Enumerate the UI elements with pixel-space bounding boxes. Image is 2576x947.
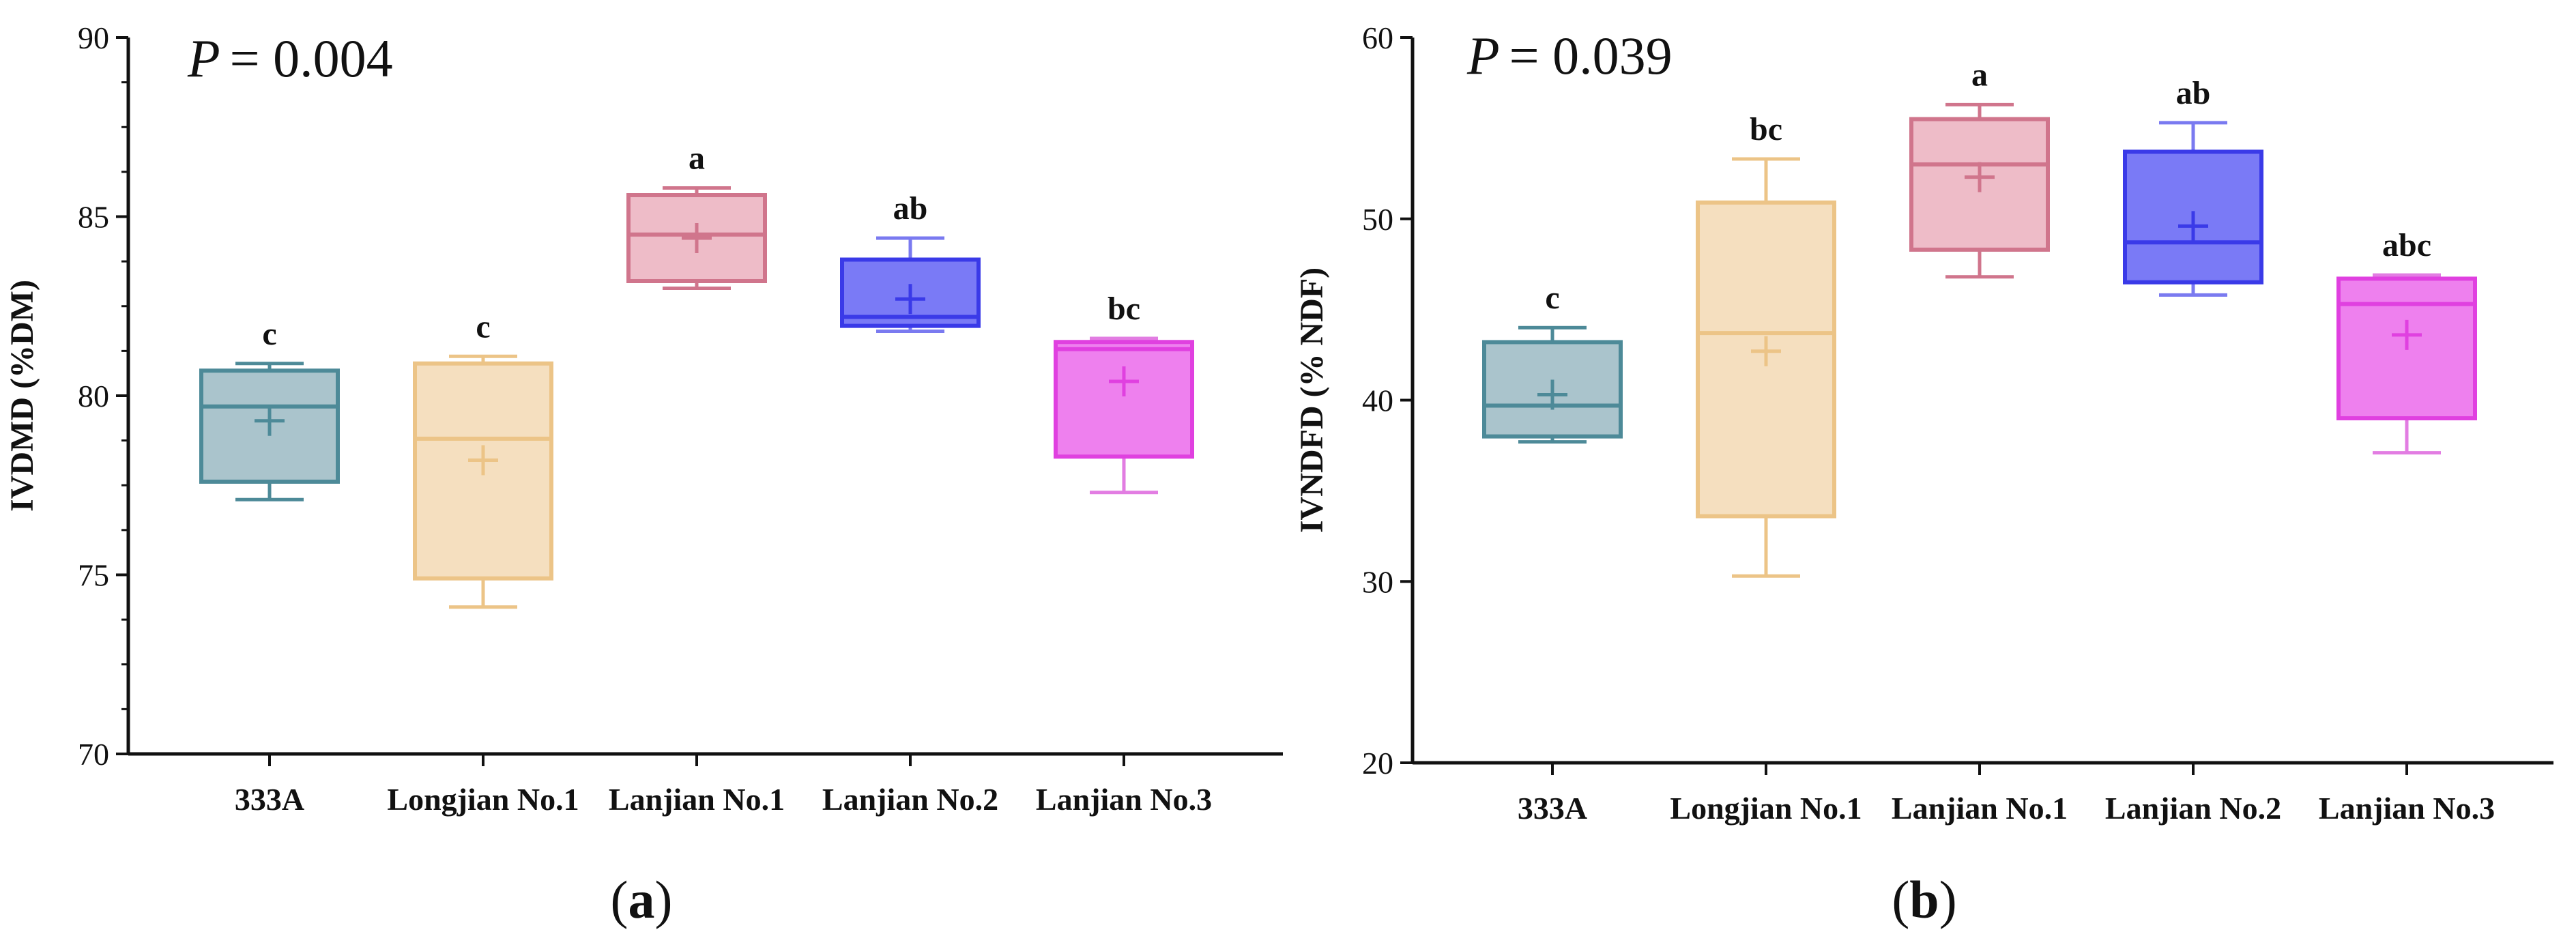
box-5: abc Lanjian No.3 (2319, 227, 2495, 826)
p-value-label: P = 0.039 (1466, 26, 1673, 85)
box-iqr (2336, 276, 2477, 421)
panel-paren-close: ) (1939, 870, 1957, 929)
box-3: a Lanjian No.1 (1892, 57, 2068, 826)
y-tick-label: 50 (1362, 202, 1393, 237)
x-category-label: 333A (1518, 791, 1587, 826)
box-2: c Longjian No.1 (387, 308, 579, 817)
y-tick-label: 85 (78, 200, 109, 235)
panel-paren-open: ( (1892, 870, 1909, 929)
box-iqr (840, 257, 981, 328)
y-tick-label: 60 (1362, 20, 1393, 55)
significance-letter: c (262, 316, 276, 352)
p-value-label: P = 0.004 (187, 29, 393, 88)
panel-letter: a (628, 870, 655, 929)
panel-label: (a) (611, 870, 673, 929)
box-3: a Lanjian No.1 (609, 141, 785, 817)
p-value: = 0.004 (230, 29, 393, 88)
panel-paren-open: ( (611, 870, 628, 929)
significance-letter: bc (1750, 111, 1782, 147)
panel-b-chart: 20 30 40 50 60 IVNDFD (% NDF) P = 0.039 c 333A bc L… (1294, 20, 2553, 929)
x-category-label: Lanjian No.3 (1036, 782, 1212, 817)
box-5: bc Lanjian No.3 (1036, 291, 1212, 817)
x-category-label: Lanjian No.1 (609, 782, 785, 817)
y-tick-label: 30 (1362, 564, 1393, 599)
box-4: ab Lanjian No.2 (822, 190, 998, 817)
significance-letter: bc (1108, 291, 1140, 327)
significance-letter: c (1545, 280, 1559, 316)
y-tick-label: 20 (1362, 746, 1393, 781)
significance-letter: ab (893, 190, 928, 227)
significance-letter: abc (2382, 227, 2431, 263)
y-tick-label: 75 (78, 558, 109, 593)
box-1: c 333A (199, 316, 340, 817)
y-axis-label: IVNDFD (% NDF) (1294, 267, 1330, 533)
x-category-label: Lanjian No.1 (1892, 791, 2068, 826)
x-category-label: Longjian No.1 (1670, 791, 1862, 826)
p-symbol: P (1466, 26, 1500, 85)
x-category-label: 333A (235, 782, 304, 817)
y-tick-label: 90 (78, 20, 109, 55)
panel-paren-close: ) (655, 870, 673, 929)
significance-letter: a (1971, 57, 1988, 93)
p-symbol: P (187, 29, 220, 88)
box-2: bc Longjian No.1 (1670, 111, 1862, 826)
panel-a-chart: 70 75 80 85 90 IVDMD (%DM) P = 0.004 c 333A c Longj… (4, 20, 1283, 929)
box-4: ab Lanjian No.2 (2105, 75, 2281, 826)
x-category-label: Longjian No.1 (387, 782, 579, 817)
box-iqr (1054, 340, 1194, 459)
y-tick-label: 80 (78, 379, 109, 413)
panel-letter: b (1909, 870, 1939, 929)
significance-letter: a (689, 141, 705, 177)
x-category-label: Lanjian No.2 (822, 782, 998, 817)
panel-label: (b) (1892, 870, 1956, 929)
x-category-label: Lanjian No.2 (2105, 791, 2281, 826)
box-1: c 333A (1482, 280, 1623, 826)
y-tick-label: 70 (78, 737, 109, 772)
y-axis-label: IVDMD (%DM) (4, 280, 40, 512)
significance-letter: ab (2176, 75, 2211, 111)
y-tick-label: 40 (1362, 383, 1393, 418)
significance-letter: c (476, 308, 490, 345)
x-category-label: Lanjian No.3 (2319, 791, 2495, 826)
p-value: = 0.039 (1509, 26, 1673, 85)
